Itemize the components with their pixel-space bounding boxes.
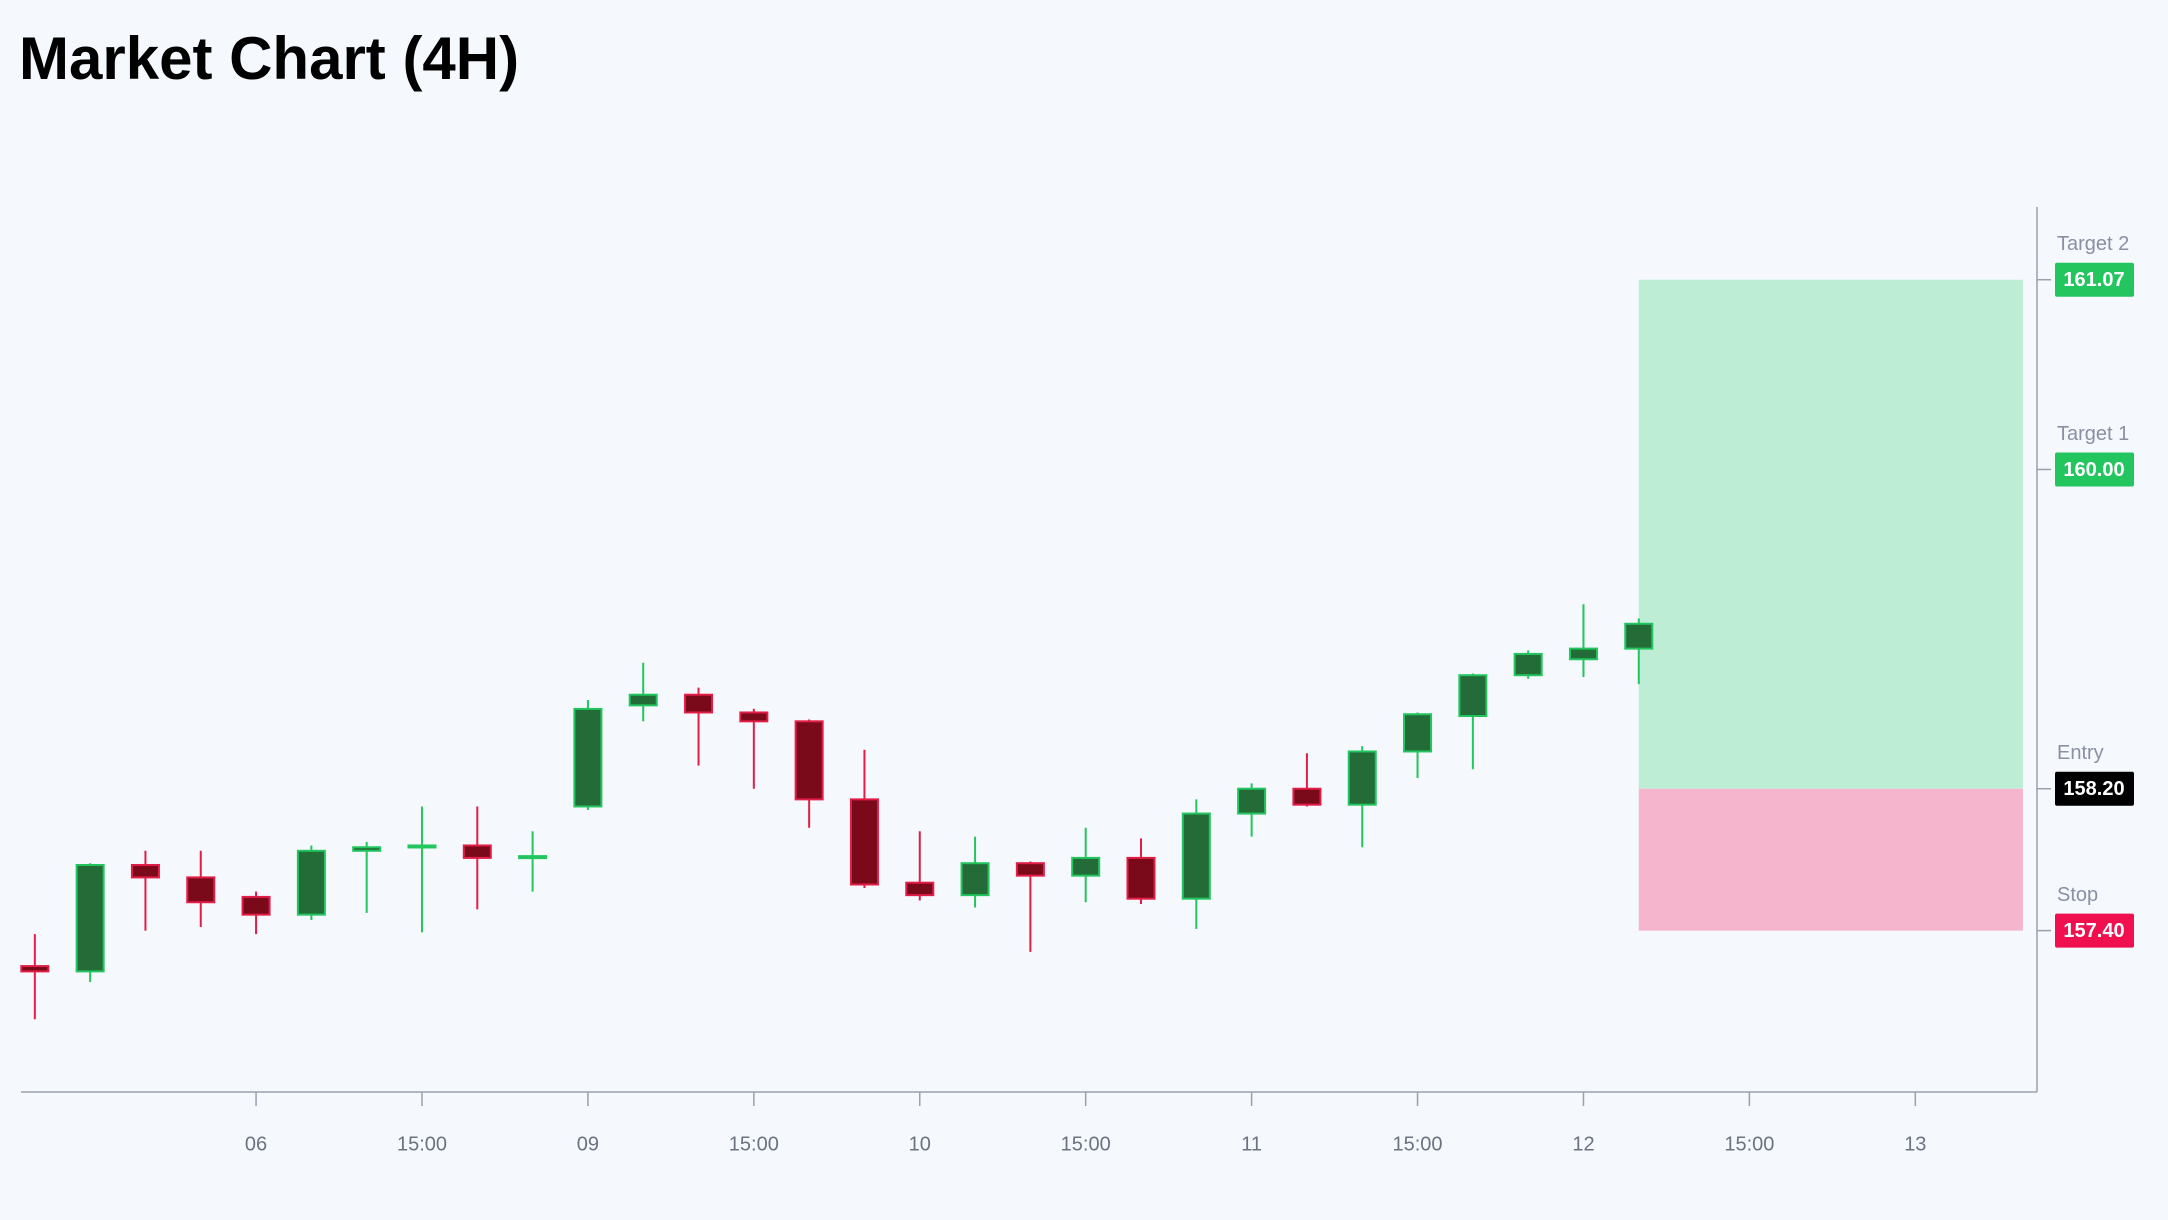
level-value: 157.40 (2063, 920, 2124, 942)
candle-body (1292, 787, 1322, 806)
candle-body (1624, 622, 1654, 650)
x-tick-label: 09 (577, 1133, 599, 1155)
candle-body (75, 863, 105, 973)
candle-body (20, 965, 50, 973)
level-value: 160.00 (2063, 459, 2124, 481)
x-tick-label: 12 (1572, 1133, 1594, 1155)
candle-body (905, 881, 935, 897)
x-tick-label: 11 (1241, 1133, 1262, 1155)
candle-body (628, 693, 658, 707)
x-tick-label: 06 (245, 1133, 267, 1155)
x-tick-label: 10 (909, 1133, 931, 1155)
candle-body (684, 693, 714, 714)
level-name: Target 2 (2057, 233, 2129, 255)
level-badge (2055, 771, 2134, 806)
x-tick-label: 15:00 (1393, 1133, 1443, 1155)
candle-body (130, 863, 160, 879)
chart-title: Market Chart (4H) (19, 25, 519, 92)
x-tick-label: 15:00 (397, 1133, 447, 1155)
candle-body (518, 855, 548, 860)
level-name: Stop (2057, 884, 2098, 906)
candle-body (1513, 652, 1543, 677)
candle-body (1347, 750, 1377, 806)
candle-body (739, 711, 769, 723)
candle-body (1126, 856, 1156, 900)
candle-body (186, 876, 216, 904)
x-tick-label: 15:00 (1061, 1133, 1111, 1155)
candle-body (1403, 713, 1433, 753)
candle-body (352, 846, 382, 852)
candle-body (573, 707, 603, 808)
candle-body (1015, 862, 1045, 877)
candle-body (1071, 856, 1101, 877)
loss-zone (1638, 788, 2023, 931)
level-badge (2055, 262, 2134, 297)
level-name: Target 1 (2057, 423, 2129, 445)
candle-body (1237, 787, 1267, 815)
candle-body (241, 895, 271, 916)
profit-zone (1638, 279, 2023, 789)
candle-body (960, 862, 990, 897)
x-tick-label: 13 (1904, 1133, 1926, 1155)
level-badge (2055, 452, 2134, 487)
level-badge (2055, 913, 2134, 948)
candle-body (296, 849, 326, 916)
x-tick-label: 15:00 (729, 1133, 779, 1155)
candle-body (1181, 812, 1211, 900)
candle-body (407, 844, 437, 849)
level-value: 158.20 (2063, 778, 2124, 800)
candle-body (794, 720, 824, 801)
level-name: Entry (2057, 742, 2104, 764)
candle-body (849, 798, 879, 886)
level-value: 161.07 (2063, 269, 2124, 291)
x-tick-label: 15:00 (1724, 1133, 1774, 1155)
candle-body (462, 844, 492, 859)
candle-body (1568, 647, 1598, 661)
candle-body (1458, 674, 1488, 718)
